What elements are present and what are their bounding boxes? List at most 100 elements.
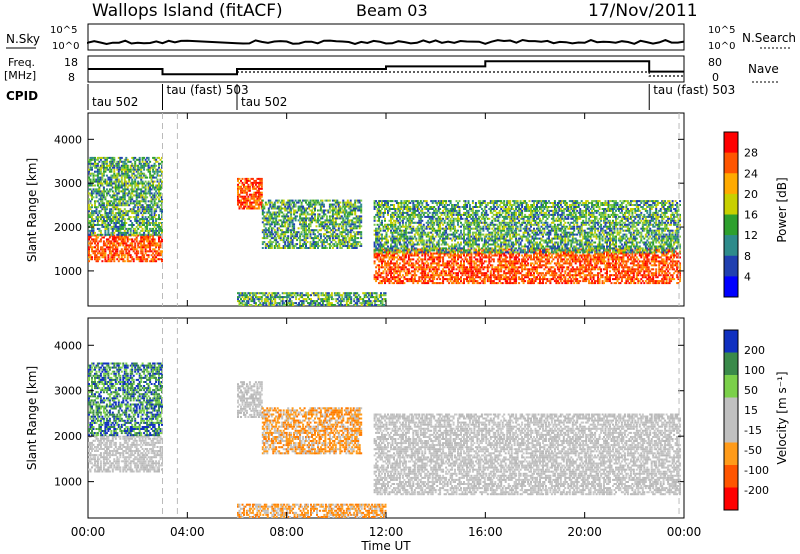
- data-cell: [149, 192, 152, 195]
- data-cell: [149, 206, 152, 209]
- data-cell: [107, 238, 110, 241]
- data-cell: [393, 262, 395, 265]
- data-cell: [375, 252, 378, 255]
- data-cell: [102, 194, 105, 197]
- data-cell: [385, 278, 388, 281]
- data-cell: [254, 207, 257, 210]
- data-cell: [146, 160, 149, 163]
- data-cell: [390, 260, 392, 263]
- data-cell: [131, 188, 134, 191]
- data-cell: [129, 196, 132, 199]
- data-cell: [407, 262, 410, 265]
- data-cell: [99, 182, 102, 185]
- data-cell: [512, 254, 515, 257]
- data-cell: [395, 282, 398, 285]
- data-cell: [358, 209, 361, 212]
- data-cell: [122, 200, 125, 203]
- data-cell: [156, 250, 159, 253]
- data-cell: [156, 224, 159, 226]
- data-cell: [119, 224, 122, 226]
- data-cell: [430, 280, 433, 283]
- data-cell: [110, 178, 113, 181]
- data-cell: [91, 229, 93, 232]
- data-cell: [88, 192, 90, 195]
- data-cell: [381, 280, 383, 283]
- data-cell: [98, 233, 101, 236]
- data-cell: [140, 212, 143, 215]
- data-cell: [592, 260, 595, 263]
- data-cell: [278, 207, 281, 210]
- data-cell: [352, 227, 355, 230]
- data-cell: [108, 210, 111, 213]
- data-cell: [143, 224, 146, 226]
- data-cell: [312, 229, 315, 232]
- data-cell: [134, 206, 137, 209]
- data-cell: [378, 266, 381, 269]
- data-cell: [275, 199, 278, 202]
- data-cell: [88, 184, 90, 187]
- data-cell: [105, 174, 108, 177]
- data-cell: [110, 170, 113, 173]
- data-cell: [391, 254, 394, 257]
- data-cell: [449, 260, 452, 263]
- data-cell: [334, 225, 337, 228]
- data-cell: [397, 268, 400, 271]
- data-cell: [261, 203, 264, 206]
- data-cell: [325, 241, 328, 244]
- data-cell: [107, 229, 110, 232]
- data-cell: [492, 280, 495, 283]
- data-cell: [357, 231, 360, 234]
- data-cell: [327, 209, 330, 212]
- data-cell: [489, 272, 492, 275]
- data-cell: [391, 252, 394, 255]
- data-cell: [125, 200, 128, 203]
- data-cell: [244, 187, 247, 190]
- data-cell: [342, 219, 345, 222]
- data-cell: [146, 204, 149, 207]
- data-cell: [315, 203, 318, 206]
- data-cell: [257, 197, 260, 200]
- data-cell: [243, 207, 245, 210]
- data-cell: [88, 162, 90, 165]
- data-cell: [128, 176, 131, 179]
- data-cell: [431, 252, 434, 255]
- data-cell: [308, 201, 310, 204]
- data-cell: [348, 203, 351, 206]
- data-cell: [88, 250, 90, 253]
- data-cell: [416, 250, 419, 253]
- data-cell: [96, 236, 99, 239]
- data-cell: [159, 196, 162, 199]
- data-cell: [88, 233, 90, 236]
- data-cell: [122, 198, 125, 201]
- data-cell: [403, 256, 406, 259]
- data-cell: [489, 270, 492, 273]
- data-cell: [95, 258, 98, 261]
- data-cell: [125, 233, 128, 236]
- data-cell: [104, 190, 107, 193]
- data-cell: [273, 201, 276, 204]
- data-cell: [117, 210, 120, 213]
- data-cell: [421, 250, 424, 253]
- data-cell: [334, 237, 337, 240]
- data-cell: [388, 280, 391, 283]
- data-cell: [107, 202, 110, 205]
- data-cell: [279, 233, 282, 236]
- data-cell: [336, 213, 339, 216]
- data-cell: [428, 258, 431, 261]
- data-cell: [158, 234, 160, 237]
- data-cell: [95, 180, 98, 183]
- data-cell: [120, 216, 123, 219]
- data-cell: [125, 182, 128, 185]
- data-cell: [318, 245, 321, 247]
- data-cell: [122, 250, 125, 253]
- data-cell: [296, 235, 299, 238]
- data-cell: [345, 205, 348, 208]
- data-cell: [324, 199, 327, 202]
- data-cell: [388, 282, 391, 285]
- data-cell: [94, 220, 96, 222]
- data-cell: [270, 205, 273, 208]
- data-cell: [104, 180, 107, 183]
- data-cell: [135, 216, 138, 219]
- data-cell: [567, 278, 570, 281]
- data-cell: [105, 162, 108, 165]
